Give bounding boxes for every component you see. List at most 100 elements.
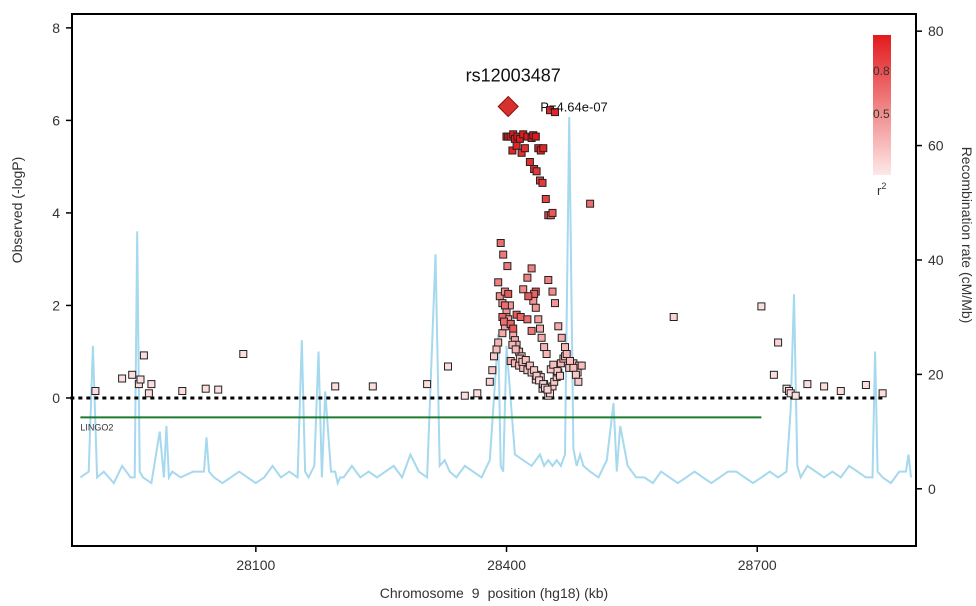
snp-point — [488, 366, 497, 375]
snp-point — [548, 208, 557, 217]
snp-point — [511, 345, 520, 354]
x-axis-label-chromosome: 9 — [472, 585, 480, 601]
snp-point — [128, 370, 137, 379]
plot-frame — [71, 13, 917, 547]
snp-point — [803, 380, 812, 389]
x-axis-label-prefix: Chromosome — [380, 585, 464, 601]
snp-point — [520, 144, 529, 153]
snp-point — [544, 276, 553, 284]
snp-point — [524, 292, 533, 301]
left-y-axis: 0 2 4 6 8 — [52, 20, 72, 406]
snp-point — [791, 391, 800, 400]
snp-point — [543, 385, 552, 394]
snp-point — [368, 382, 377, 391]
r2-legend-title: r2 — [877, 181, 886, 198]
snp-point — [523, 273, 532, 282]
snp-point — [769, 370, 778, 379]
snp-point — [531, 132, 540, 141]
x-tick-label: 28700 — [738, 557, 777, 573]
snp-point — [571, 370, 580, 379]
snp-point — [566, 357, 574, 365]
snp-point — [498, 329, 507, 338]
snp-point — [521, 356, 530, 364]
snp-point — [534, 315, 543, 324]
snp-point — [147, 380, 156, 389]
snp-point — [523, 315, 532, 324]
snp-point — [139, 351, 148, 360]
lead-snp-pvalue: P=4.64e-07 — [540, 100, 608, 115]
snp-point — [757, 302, 766, 311]
snp-point — [532, 167, 541, 176]
snp-point — [556, 371, 564, 380]
snp-point — [557, 333, 566, 342]
snp-point — [500, 317, 508, 326]
right-y-tick-label: 20 — [928, 366, 944, 382]
snp-point — [494, 278, 503, 287]
snp-point — [541, 195, 550, 203]
snp-point — [569, 363, 578, 372]
snp-point — [586, 199, 595, 208]
snp-point — [331, 382, 340, 391]
snp-point — [537, 333, 546, 342]
snp-point — [527, 326, 536, 335]
x-tick-label: 28100 — [236, 557, 275, 573]
snp-point — [542, 350, 551, 358]
snp-point — [539, 144, 548, 153]
snp-point — [512, 141, 521, 150]
x-axis: 28100 28400 28700 — [236, 546, 777, 573]
snp-point — [504, 289, 513, 298]
snp-point — [144, 389, 153, 398]
r2-colorbar — [873, 35, 891, 175]
right-y-tick-label: 40 — [928, 252, 944, 268]
r2-legend: 0.8 0.5 r2 — [873, 35, 891, 198]
snp-point — [473, 389, 482, 398]
x-axis-label-suffix: position (hg18) (kb) — [488, 585, 609, 601]
snp-point — [500, 301, 509, 310]
snp-point — [503, 262, 512, 271]
lead-snp-marker — [497, 95, 519, 118]
lead-snp-name: rs12003487 — [466, 66, 561, 86]
r2-legend-title-sup: 2 — [881, 181, 886, 191]
snp-point — [561, 343, 569, 352]
snp-point — [118, 374, 127, 383]
snp-point — [509, 324, 518, 333]
snp-point — [540, 343, 549, 352]
snp-point — [423, 380, 432, 389]
snp-point — [525, 361, 534, 370]
left-y-axis-label: Observed (-logP) — [9, 157, 25, 264]
snp-point — [516, 313, 525, 321]
snp-point — [178, 387, 187, 395]
right-y-tick-label: 0 — [928, 481, 936, 497]
snp-point — [490, 352, 498, 361]
snp-point — [549, 360, 558, 369]
snp-point — [201, 384, 210, 393]
snp-point — [239, 350, 248, 358]
right-y-tick-label: 80 — [928, 23, 944, 39]
snp-point — [774, 338, 783, 347]
right-y-tick-label: 60 — [928, 138, 944, 154]
snp-point — [562, 350, 571, 358]
left-y-tick-label: 6 — [52, 112, 60, 128]
left-y-tick-label: 4 — [52, 205, 60, 221]
right-y-axis: 0 20 40 60 80 — [916, 23, 944, 497]
x-tick-label: 28400 — [487, 557, 526, 573]
snp-point — [574, 377, 583, 386]
r2-tick-label: 0.8 — [873, 64, 890, 78]
snp-point — [460, 391, 469, 400]
snp-point — [519, 285, 528, 294]
snp-point — [136, 375, 145, 384]
snp-point — [536, 324, 544, 333]
snp-point — [551, 108, 559, 117]
snp-point — [496, 239, 505, 247]
left-y-tick-label: 0 — [52, 390, 60, 406]
snp-point — [531, 303, 540, 312]
snp-point — [669, 313, 678, 321]
snp-point — [508, 146, 517, 155]
snp-point — [485, 377, 494, 386]
snp-point — [527, 264, 536, 273]
snp-point — [494, 338, 503, 347]
x-axis-label: Chromosome 9 position (hg18) (kb) — [380, 585, 608, 601]
right-y-axis-label: Recombination rate (cM/Mb) — [959, 147, 975, 324]
snp-point — [554, 322, 563, 331]
left-y-tick-label: 8 — [52, 20, 60, 36]
